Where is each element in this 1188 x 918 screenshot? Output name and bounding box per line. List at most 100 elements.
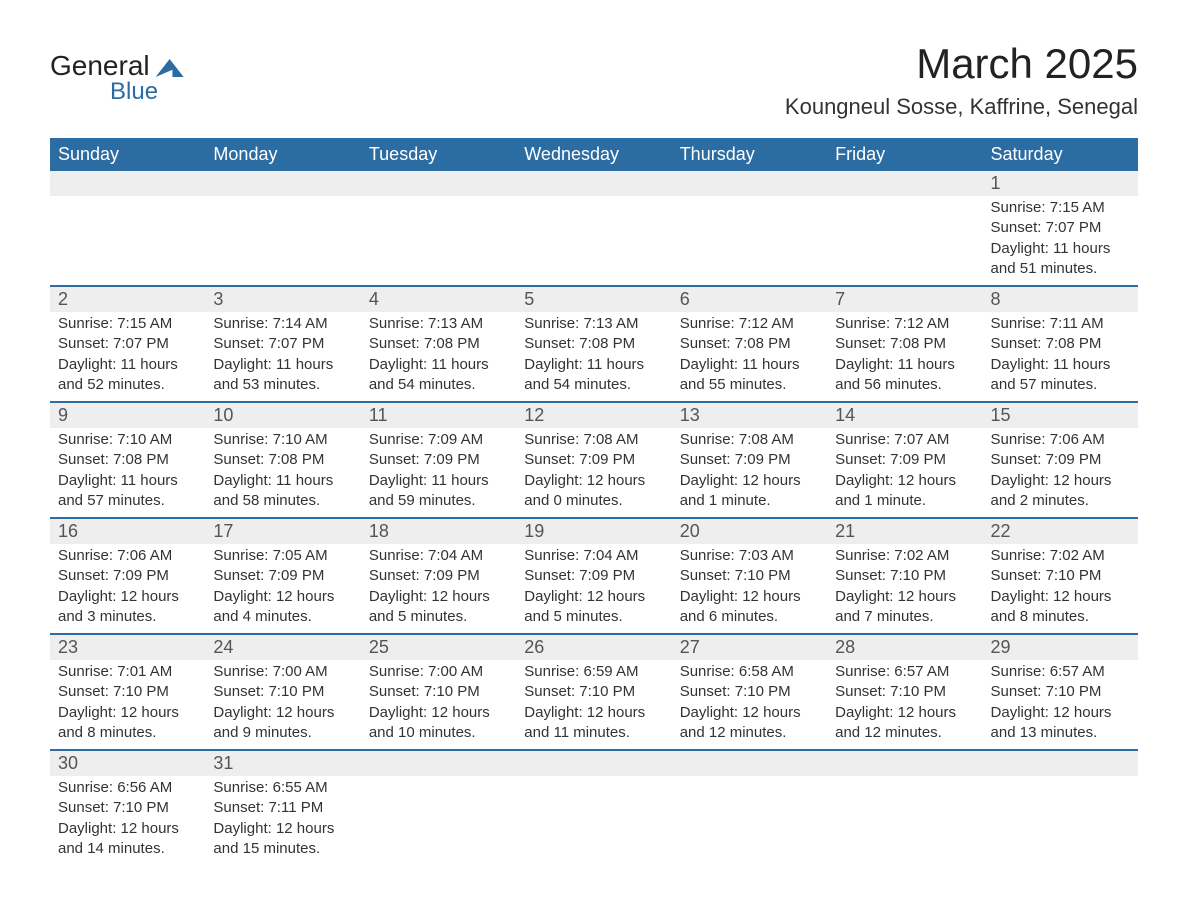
sunset-text: Sunset: 7:09 PM: [991, 450, 1130, 470]
sunrise-text: Sunrise: 7:09 AM: [369, 430, 508, 450]
sunrise-text: Sunrise: 6:56 AM: [58, 778, 197, 798]
daylight-text: Daylight: 11 hours and 54 minutes.: [369, 355, 508, 396]
day-number: 5: [516, 287, 671, 312]
day-body: Sunrise: 6:57 AMSunset: 7:10 PMDaylight:…: [983, 660, 1138, 749]
sunrise-text: Sunrise: 7:05 AM: [213, 546, 352, 566]
daylight-text: Daylight: 12 hours and 8 minutes.: [991, 587, 1130, 628]
calendar-cell: 26Sunrise: 6:59 AMSunset: 7:10 PMDayligh…: [516, 634, 671, 750]
daylight-text: Daylight: 12 hours and 9 minutes.: [213, 703, 352, 744]
calendar-cell: 16Sunrise: 7:06 AMSunset: 7:09 PMDayligh…: [50, 518, 205, 634]
header: General Blue March 2025 Koungneul Sosse,…: [50, 40, 1138, 120]
calendar-cell: [516, 750, 671, 865]
day-number: [361, 171, 516, 196]
day-body: Sunrise: 7:13 AMSunset: 7:08 PMDaylight:…: [361, 312, 516, 401]
day-body: Sunrise: 7:04 AMSunset: 7:09 PMDaylight:…: [361, 544, 516, 633]
sunset-text: Sunset: 7:08 PM: [680, 334, 819, 354]
sunset-text: Sunset: 7:10 PM: [524, 682, 663, 702]
day-body: Sunrise: 7:08 AMSunset: 7:09 PMDaylight:…: [672, 428, 827, 517]
sunrise-text: Sunrise: 6:55 AM: [213, 778, 352, 798]
day-body: Sunrise: 7:01 AMSunset: 7:10 PMDaylight:…: [50, 660, 205, 749]
day-number: 2: [50, 287, 205, 312]
sunrise-text: Sunrise: 6:57 AM: [991, 662, 1130, 682]
weekday-header: Tuesday: [361, 138, 516, 171]
calendar-cell: 17Sunrise: 7:05 AMSunset: 7:09 PMDayligh…: [205, 518, 360, 634]
calendar-cell: 6Sunrise: 7:12 AMSunset: 7:08 PMDaylight…: [672, 286, 827, 402]
day-body: Sunrise: 7:10 AMSunset: 7:08 PMDaylight:…: [205, 428, 360, 517]
sunrise-text: Sunrise: 7:08 AM: [524, 430, 663, 450]
sunrise-text: Sunrise: 7:00 AM: [369, 662, 508, 682]
calendar-cell: 19Sunrise: 7:04 AMSunset: 7:09 PMDayligh…: [516, 518, 671, 634]
page-title: March 2025: [785, 40, 1138, 88]
daylight-text: Daylight: 11 hours and 53 minutes.: [213, 355, 352, 396]
day-number: 12: [516, 403, 671, 428]
calendar-week-row: 9Sunrise: 7:10 AMSunset: 7:08 PMDaylight…: [50, 402, 1138, 518]
calendar-week-row: 16Sunrise: 7:06 AMSunset: 7:09 PMDayligh…: [50, 518, 1138, 634]
sunset-text: Sunset: 7:09 PM: [835, 450, 974, 470]
day-body: [983, 776, 1138, 804]
daylight-text: Daylight: 12 hours and 0 minutes.: [524, 471, 663, 512]
location-text: Koungneul Sosse, Kaffrine, Senegal: [785, 94, 1138, 120]
day-number: 19: [516, 519, 671, 544]
day-body: Sunrise: 7:12 AMSunset: 7:08 PMDaylight:…: [827, 312, 982, 401]
calendar-cell: [983, 750, 1138, 865]
calendar-cell: [50, 171, 205, 286]
sunrise-text: Sunrise: 7:02 AM: [991, 546, 1130, 566]
day-number: 29: [983, 635, 1138, 660]
day-body: [50, 196, 205, 224]
day-number: 17: [205, 519, 360, 544]
day-body: Sunrise: 6:57 AMSunset: 7:10 PMDaylight:…: [827, 660, 982, 749]
day-body: [827, 196, 982, 224]
sunrise-text: Sunrise: 7:15 AM: [58, 314, 197, 334]
daylight-text: Daylight: 11 hours and 57 minutes.: [991, 355, 1130, 396]
sunrise-text: Sunrise: 7:06 AM: [991, 430, 1130, 450]
day-body: Sunrise: 7:02 AMSunset: 7:10 PMDaylight:…: [827, 544, 982, 633]
daylight-text: Daylight: 12 hours and 6 minutes.: [680, 587, 819, 628]
day-number: 23: [50, 635, 205, 660]
daylight-text: Daylight: 12 hours and 14 minutes.: [58, 819, 197, 860]
sunset-text: Sunset: 7:10 PM: [58, 798, 197, 818]
day-number: [516, 751, 671, 776]
daylight-text: Daylight: 11 hours and 56 minutes.: [835, 355, 974, 396]
day-number: [983, 751, 1138, 776]
sunset-text: Sunset: 7:09 PM: [58, 566, 197, 586]
sunset-text: Sunset: 7:09 PM: [369, 450, 508, 470]
calendar-week-row: 2Sunrise: 7:15 AMSunset: 7:07 PMDaylight…: [50, 286, 1138, 402]
daylight-text: Daylight: 11 hours and 52 minutes.: [58, 355, 197, 396]
calendar-cell: [361, 750, 516, 865]
daylight-text: Daylight: 12 hours and 4 minutes.: [213, 587, 352, 628]
day-body: [672, 776, 827, 804]
day-body: Sunrise: 7:04 AMSunset: 7:09 PMDaylight:…: [516, 544, 671, 633]
daylight-text: Daylight: 12 hours and 5 minutes.: [369, 587, 508, 628]
day-number: [827, 751, 982, 776]
day-number: 18: [361, 519, 516, 544]
calendar-cell: [361, 171, 516, 286]
sunset-text: Sunset: 7:09 PM: [680, 450, 819, 470]
sunrise-text: Sunrise: 7:13 AM: [369, 314, 508, 334]
sunset-text: Sunset: 7:09 PM: [524, 566, 663, 586]
calendar-cell: 28Sunrise: 6:57 AMSunset: 7:10 PMDayligh…: [827, 634, 982, 750]
day-body: Sunrise: 7:15 AMSunset: 7:07 PMDaylight:…: [50, 312, 205, 401]
day-number: 14: [827, 403, 982, 428]
day-number: 11: [361, 403, 516, 428]
day-number: [672, 751, 827, 776]
sunrise-text: Sunrise: 7:10 AM: [58, 430, 197, 450]
day-number: [50, 171, 205, 196]
day-number: 26: [516, 635, 671, 660]
day-number: 20: [672, 519, 827, 544]
logo-text-blue: Blue: [110, 78, 158, 106]
calendar-cell: 18Sunrise: 7:04 AMSunset: 7:09 PMDayligh…: [361, 518, 516, 634]
sunrise-text: Sunrise: 6:59 AM: [524, 662, 663, 682]
calendar-cell: 23Sunrise: 7:01 AMSunset: 7:10 PMDayligh…: [50, 634, 205, 750]
sunrise-text: Sunrise: 7:04 AM: [369, 546, 508, 566]
sunset-text: Sunset: 7:08 PM: [991, 334, 1130, 354]
day-body: Sunrise: 7:08 AMSunset: 7:09 PMDaylight:…: [516, 428, 671, 517]
calendar-cell: 22Sunrise: 7:02 AMSunset: 7:10 PMDayligh…: [983, 518, 1138, 634]
day-number: 8: [983, 287, 1138, 312]
title-block: March 2025 Koungneul Sosse, Kaffrine, Se…: [785, 40, 1138, 120]
logo: General Blue: [50, 40, 184, 106]
weekday-header: Monday: [205, 138, 360, 171]
day-body: Sunrise: 7:00 AMSunset: 7:10 PMDaylight:…: [361, 660, 516, 749]
calendar-cell: 30Sunrise: 6:56 AMSunset: 7:10 PMDayligh…: [50, 750, 205, 865]
calendar-table: Sunday Monday Tuesday Wednesday Thursday…: [50, 138, 1138, 865]
day-body: Sunrise: 7:15 AMSunset: 7:07 PMDaylight:…: [983, 196, 1138, 285]
